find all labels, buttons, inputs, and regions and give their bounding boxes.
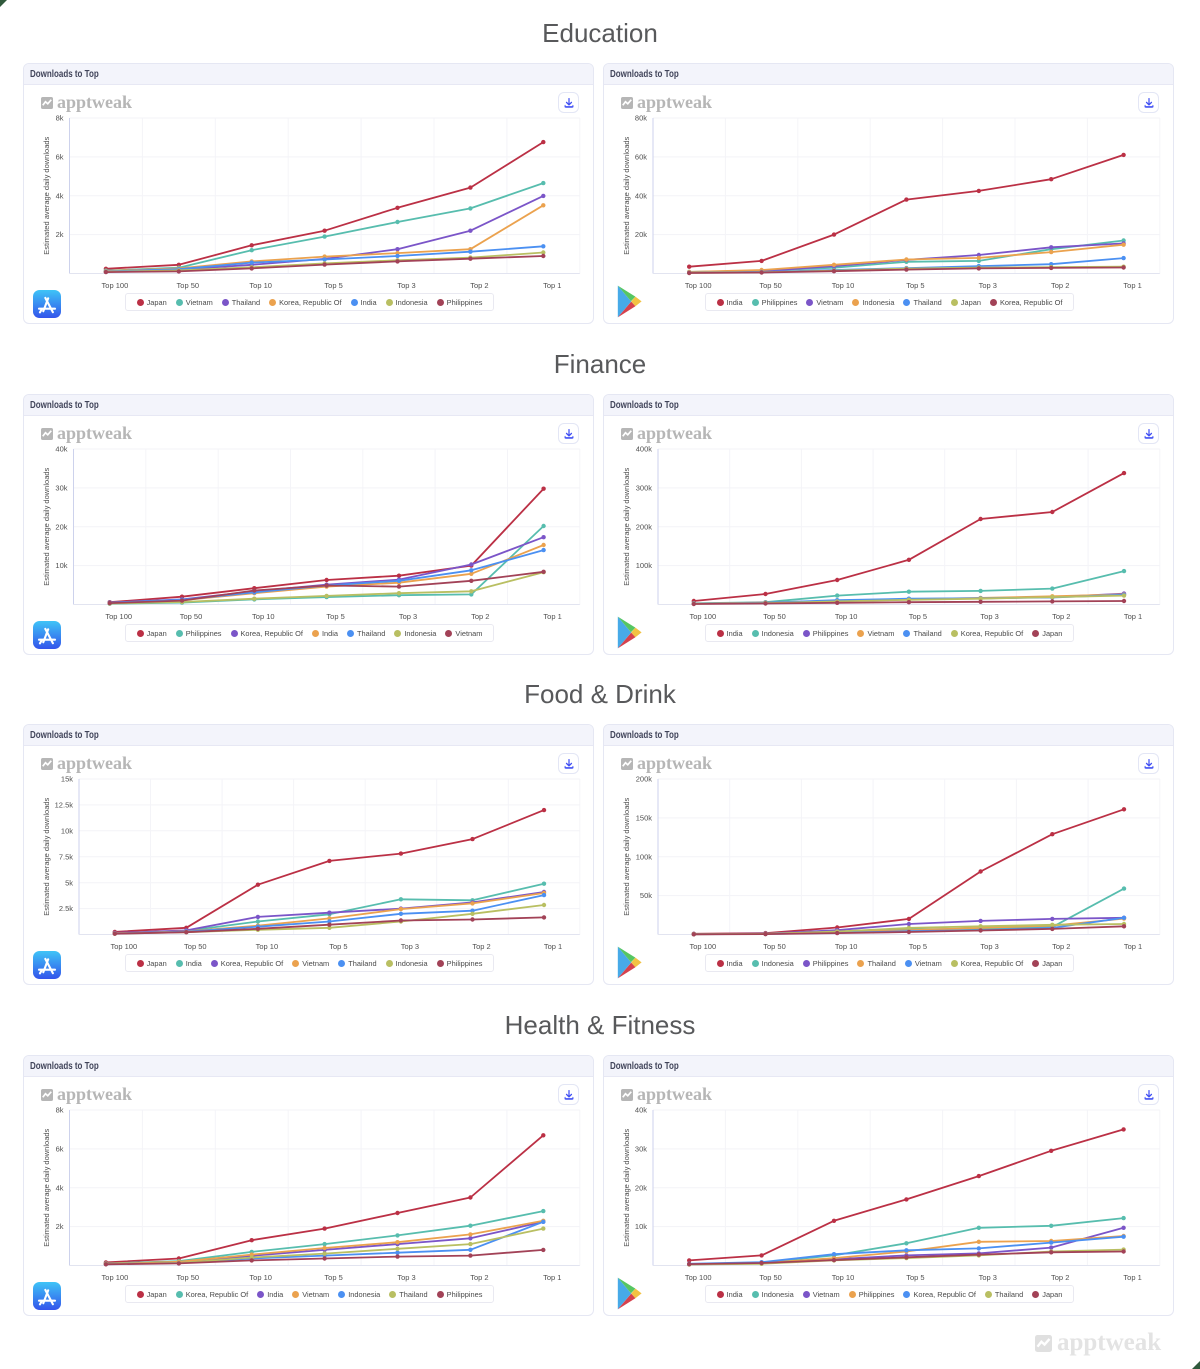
svg-text:Top 3: Top 3 (397, 1273, 415, 1282)
svg-text:Top 3: Top 3 (979, 281, 997, 290)
svg-text:20k: 20k (55, 522, 67, 531)
svg-text:Top 5: Top 5 (909, 612, 927, 621)
svg-text:4k: 4k (56, 1183, 64, 1192)
svg-text:Top 1: Top 1 (1123, 281, 1141, 290)
svg-text:Top 10: Top 10 (256, 942, 279, 951)
svg-text:300k: 300k (636, 484, 653, 493)
svg-text:6k: 6k (56, 1145, 64, 1154)
svg-text:Top 10: Top 10 (249, 281, 272, 290)
svg-text:Top 5: Top 5 (906, 281, 924, 290)
svg-text:8k: 8k (56, 114, 64, 123)
svg-text:Top 1: Top 1 (543, 1273, 561, 1282)
svg-text:Estimated average daily downlo: Estimated average daily downloads (42, 467, 51, 585)
svg-text:Top 10: Top 10 (249, 1273, 272, 1282)
svg-text:10k: 10k (55, 561, 67, 570)
svg-text:Top 50: Top 50 (184, 942, 207, 951)
svg-text:100k: 100k (636, 852, 653, 861)
svg-text:Top 2: Top 2 (470, 1273, 488, 1282)
svg-text:Top 100: Top 100 (102, 1273, 129, 1282)
svg-text:2.5k: 2.5k (59, 904, 73, 913)
svg-text:Top 2: Top 2 (1052, 612, 1070, 621)
svg-text:80k: 80k (635, 114, 647, 123)
svg-text:50k: 50k (640, 891, 652, 900)
svg-text:Top 50: Top 50 (180, 612, 203, 621)
svg-text:Top 10: Top 10 (832, 1273, 855, 1282)
svg-text:Top 50: Top 50 (759, 281, 782, 290)
svg-text:20k: 20k (635, 1183, 647, 1192)
svg-text:Top 100: Top 100 (105, 612, 132, 621)
svg-text:40k: 40k (635, 191, 647, 200)
svg-text:Top 2: Top 2 (471, 612, 489, 621)
svg-text:Top 10: Top 10 (252, 612, 275, 621)
svg-text:Top 1: Top 1 (543, 281, 561, 290)
svg-text:Top 1: Top 1 (1124, 612, 1142, 621)
svg-text:Top 50: Top 50 (177, 281, 200, 290)
svg-text:12.5k: 12.5k (55, 801, 74, 810)
svg-text:Top 10: Top 10 (832, 281, 855, 290)
svg-text:Top 2: Top 2 (1051, 1273, 1069, 1282)
svg-text:Top 1: Top 1 (1124, 942, 1142, 951)
svg-text:Top 50: Top 50 (759, 1273, 782, 1282)
svg-text:30k: 30k (55, 484, 67, 493)
svg-text:Estimated average daily downlo: Estimated average daily downloads (622, 136, 631, 254)
svg-text:Estimated average daily downlo: Estimated average daily downloads (42, 1128, 51, 1246)
svg-text:Top 50: Top 50 (763, 612, 786, 621)
svg-text:Top 10: Top 10 (835, 942, 858, 951)
svg-text:Top 50: Top 50 (177, 1273, 200, 1282)
svg-text:Top 100: Top 100 (110, 942, 137, 951)
svg-text:Top 2: Top 2 (470, 281, 488, 290)
svg-text:40k: 40k (55, 445, 67, 454)
svg-text:200k: 200k (636, 522, 653, 531)
svg-text:Top 5: Top 5 (906, 1273, 924, 1282)
svg-text:Top 5: Top 5 (324, 1273, 342, 1282)
svg-text:200k: 200k (636, 775, 653, 784)
svg-text:Top 100: Top 100 (102, 281, 129, 290)
svg-text:8k: 8k (56, 1106, 64, 1115)
svg-text:Top 2: Top 2 (1052, 942, 1070, 951)
svg-text:7.5k: 7.5k (59, 852, 73, 861)
svg-text:40k: 40k (635, 1106, 647, 1115)
svg-text:Top 100: Top 100 (685, 281, 712, 290)
svg-text:15k: 15k (61, 775, 73, 784)
svg-text:Top 100: Top 100 (685, 1273, 712, 1282)
svg-text:2k: 2k (56, 1222, 64, 1231)
svg-text:10k: 10k (635, 1222, 647, 1231)
svg-text:Top 2: Top 2 (1051, 281, 1069, 290)
svg-text:60k: 60k (635, 153, 647, 162)
svg-text:10k: 10k (61, 826, 73, 835)
svg-text:5k: 5k (65, 878, 73, 887)
svg-text:Top 3: Top 3 (980, 612, 998, 621)
svg-text:2k: 2k (56, 230, 64, 239)
svg-text:Top 10: Top 10 (835, 612, 858, 621)
svg-text:Estimated average daily downlo: Estimated average daily downloads (42, 136, 51, 254)
svg-text:Top 3: Top 3 (399, 612, 417, 621)
svg-text:Top 3: Top 3 (980, 942, 998, 951)
svg-text:Top 5: Top 5 (909, 942, 927, 951)
svg-text:Top 5: Top 5 (326, 612, 344, 621)
svg-text:4k: 4k (56, 191, 64, 200)
svg-text:Estimated average daily downlo: Estimated average daily downloads (42, 797, 51, 915)
svg-text:Estimated average daily downlo: Estimated average daily downloads (622, 1128, 631, 1246)
svg-text:Estimated average daily downlo: Estimated average daily downloads (622, 797, 631, 915)
svg-text:150k: 150k (636, 814, 653, 823)
svg-text:Top 100: Top 100 (689, 612, 716, 621)
svg-text:Top 5: Top 5 (329, 942, 347, 951)
svg-text:Top 50: Top 50 (763, 942, 786, 951)
svg-text:Top 1: Top 1 (544, 942, 562, 951)
svg-text:Top 1: Top 1 (543, 612, 561, 621)
svg-text:Top 3: Top 3 (401, 942, 419, 951)
svg-text:Top 3: Top 3 (397, 281, 415, 290)
svg-text:20k: 20k (635, 230, 647, 239)
svg-text:30k: 30k (635, 1145, 647, 1154)
svg-text:Top 3: Top 3 (979, 1273, 997, 1282)
svg-text:6k: 6k (56, 153, 64, 162)
svg-text:Estimated average daily downlo: Estimated average daily downloads (622, 467, 631, 585)
svg-text:Top 2: Top 2 (472, 942, 490, 951)
svg-text:100k: 100k (636, 561, 653, 570)
svg-text:400k: 400k (636, 445, 653, 454)
svg-text:Top 1: Top 1 (1123, 1273, 1141, 1282)
svg-text:Top 100: Top 100 (689, 942, 716, 951)
svg-text:Top 5: Top 5 (324, 281, 342, 290)
